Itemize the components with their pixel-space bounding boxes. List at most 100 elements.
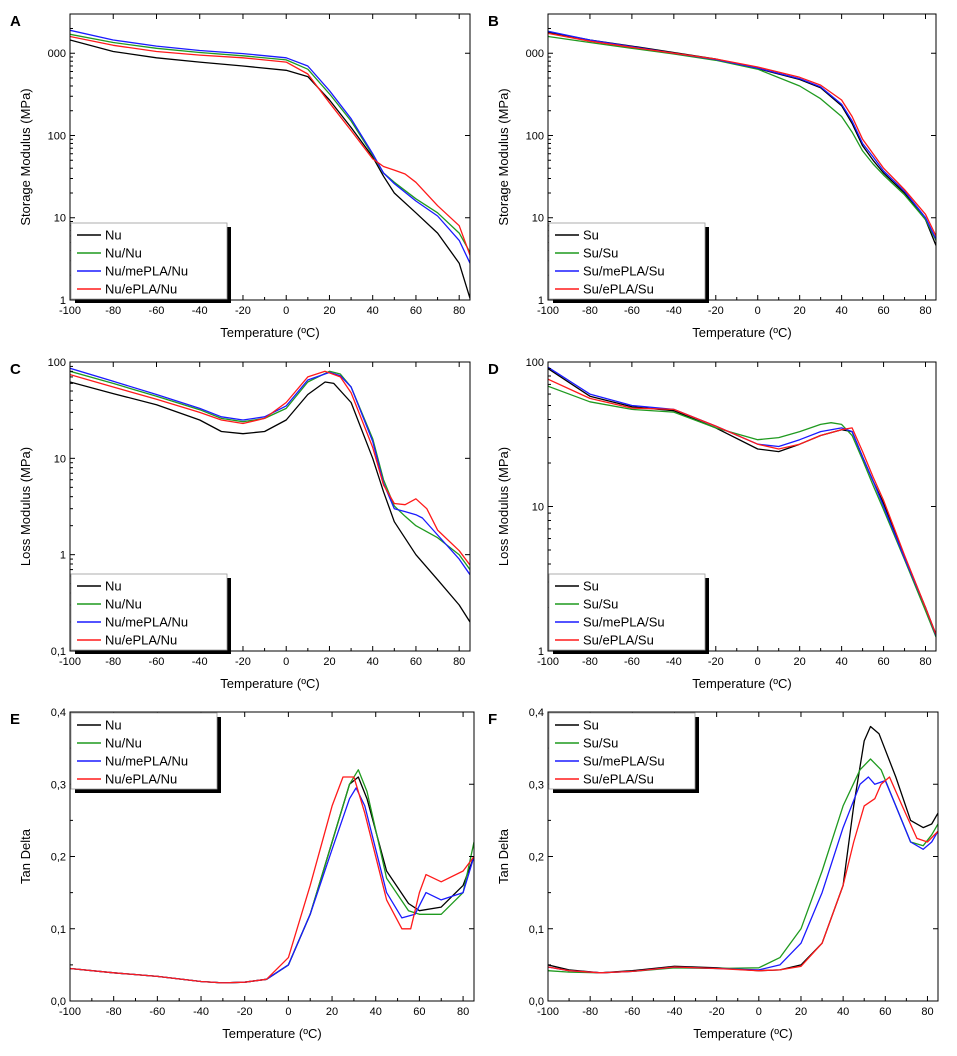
x-tick-label: -60: [624, 305, 640, 317]
y-tick-label: 0,3: [529, 779, 544, 791]
series-line-nu-epla-nu: [70, 35, 470, 256]
y-tick-label: 100: [526, 130, 544, 142]
x-tick-label: 40: [367, 305, 379, 317]
series-line-su-epla-su: [548, 378, 936, 635]
y-tick-label: 10: [54, 213, 66, 225]
series-line-su-su: [548, 35, 936, 241]
x-tick-label: 40: [835, 305, 847, 317]
legend: Nu Nu/Nu Nu/mePLA/Nu Nu/ePLA/Nu: [70, 222, 231, 303]
panel-E: -100 -80 -60 -40 -20 0 20 40 60 80 0,0 0,1 0,2 0,3 0,4…: [10, 707, 475, 1041]
legend-entry: Su/Su: [583, 597, 618, 612]
legend-entry: Nu: [105, 228, 122, 243]
x-axis-label: Temperature (ºC): [692, 676, 791, 691]
y-tick-label: 0,2: [529, 852, 544, 864]
legend-entry: Su: [583, 579, 599, 594]
legend: Su Su/Su Su/mePLA/Su Su/ePLA/Su: [548, 573, 709, 654]
series-group: [548, 366, 936, 638]
x-tick-label: -20: [235, 305, 251, 317]
x-tick-label: -80: [582, 656, 598, 668]
legend-entry: Su/ePLA/Su: [583, 772, 654, 787]
x-tick-label: 20: [794, 305, 806, 317]
x-tick-label: 60: [879, 1006, 891, 1018]
x-tick-label: -20: [708, 305, 724, 317]
x-tick-label: 80: [453, 305, 465, 317]
y-axis-label: Tan Delta: [496, 828, 511, 884]
legend-entry: Nu/Nu: [105, 246, 142, 261]
series-line-nu-epla-nu: [70, 370, 470, 566]
legend-entry: Su/mePLA/Su: [583, 264, 665, 279]
x-tick-label: -60: [149, 656, 165, 668]
panel-D: -100 -80 -60 -40 -20 0 20 40 60 80 1 10 100 Temperatu…: [488, 357, 937, 691]
x-tick-label: -40: [193, 1006, 209, 1018]
series-group: [548, 725, 938, 974]
x-tick-label: -40: [192, 305, 208, 317]
panel-A: -100 -80 -60 -40 -20 0 20 40 60 80 1 10 100 000 Temper…: [10, 13, 471, 340]
legend: Nu Nu/Nu Nu/mePLA/Nu Nu/ePLA/Nu: [70, 573, 231, 654]
series-line-nu-mepla-nu: [70, 787, 474, 984]
panel-label: D: [488, 361, 499, 378]
legend-entry: Su/mePLA/Su: [583, 754, 665, 769]
panel-label: F: [488, 711, 497, 728]
panel-B: -100 -80 -60 -40 -20 0 20 40 60 80 1 10 100 000 Temper…: [488, 13, 937, 340]
series-line-nu: [70, 381, 470, 623]
x-tick-label: -100: [537, 656, 559, 668]
x-tick-label: 60: [877, 656, 889, 668]
legend-entry: Su/ePLA/Su: [583, 633, 654, 648]
series-line-su-mepla-su: [548, 30, 936, 240]
plot-frame: [69, 361, 471, 652]
series-line-su-mepla-su: [548, 776, 938, 974]
panel-label: C: [10, 361, 21, 378]
x-tick-label: 40: [370, 1006, 382, 1018]
x-tick-label: 20: [326, 1006, 338, 1018]
x-tick-label: -100: [59, 1006, 81, 1018]
x-tick-label: 60: [877, 305, 889, 317]
x-axis-label: Temperature (ºC): [692, 325, 791, 340]
x-axis-label: Temperature (ºC): [693, 1026, 792, 1041]
series-line-nu: [70, 776, 474, 984]
y-tick-label: 0,2: [51, 852, 66, 864]
x-tick-label: 0: [755, 305, 761, 317]
y-axis-label: Tan Delta: [18, 828, 33, 884]
x-tick-label: 40: [837, 1006, 849, 1018]
x-tick-label: -40: [666, 305, 682, 317]
x-axis-label: Temperature (ºC): [220, 325, 319, 340]
series-line-nu-mepla-nu: [70, 367, 470, 576]
legend-entry: Su: [583, 718, 599, 733]
x-tick-label: -60: [149, 305, 165, 317]
y-tick-label: 0,0: [51, 996, 66, 1008]
series-line-nu-nu: [70, 769, 474, 984]
legend-entry: Su: [583, 228, 599, 243]
legend-entry: Su/Su: [583, 736, 618, 751]
x-tick-label: 20: [794, 656, 806, 668]
x-tick-label: -100: [537, 305, 559, 317]
y-tick-label: 100: [48, 130, 66, 142]
x-tick-label: -60: [624, 1006, 640, 1018]
legend-entry: Nu: [105, 579, 122, 594]
x-tick-label: 80: [921, 1006, 933, 1018]
y-axis-label: Storage Modulus (MPa): [496, 88, 511, 225]
x-tick-label: -100: [59, 656, 81, 668]
series-line-nu-mepla-nu: [70, 29, 470, 264]
x-tick-label: -80: [106, 1006, 122, 1018]
y-tick-label: 0,1: [51, 924, 66, 936]
plot-frame: [69, 13, 471, 301]
y-tick-label: 10: [532, 213, 544, 225]
panel-label: E: [10, 711, 20, 728]
series-group: [548, 30, 936, 246]
x-tick-label: -80: [105, 656, 121, 668]
legend-entry: Nu/ePLA/Nu: [105, 633, 177, 648]
x-tick-label: 60: [410, 305, 422, 317]
series-line-nu-nu: [70, 370, 470, 570]
y-tick-label: 000: [48, 48, 66, 60]
panel-label: B: [488, 13, 499, 30]
x-tick-label: 80: [919, 305, 931, 317]
x-tick-label: -20: [235, 656, 251, 668]
legend-entry: Nu/mePLA/Nu: [105, 615, 188, 630]
x-tick-label: 0: [756, 1006, 762, 1018]
x-axis-label: Temperature (ºC): [220, 676, 319, 691]
legend: Nu Nu/Nu Nu/mePLA/Nu Nu/ePLA/Nu: [70, 712, 221, 793]
series-group: [70, 769, 474, 984]
series-line-su-epla-su: [548, 32, 936, 237]
y-tick-label: 000: [526, 48, 544, 60]
